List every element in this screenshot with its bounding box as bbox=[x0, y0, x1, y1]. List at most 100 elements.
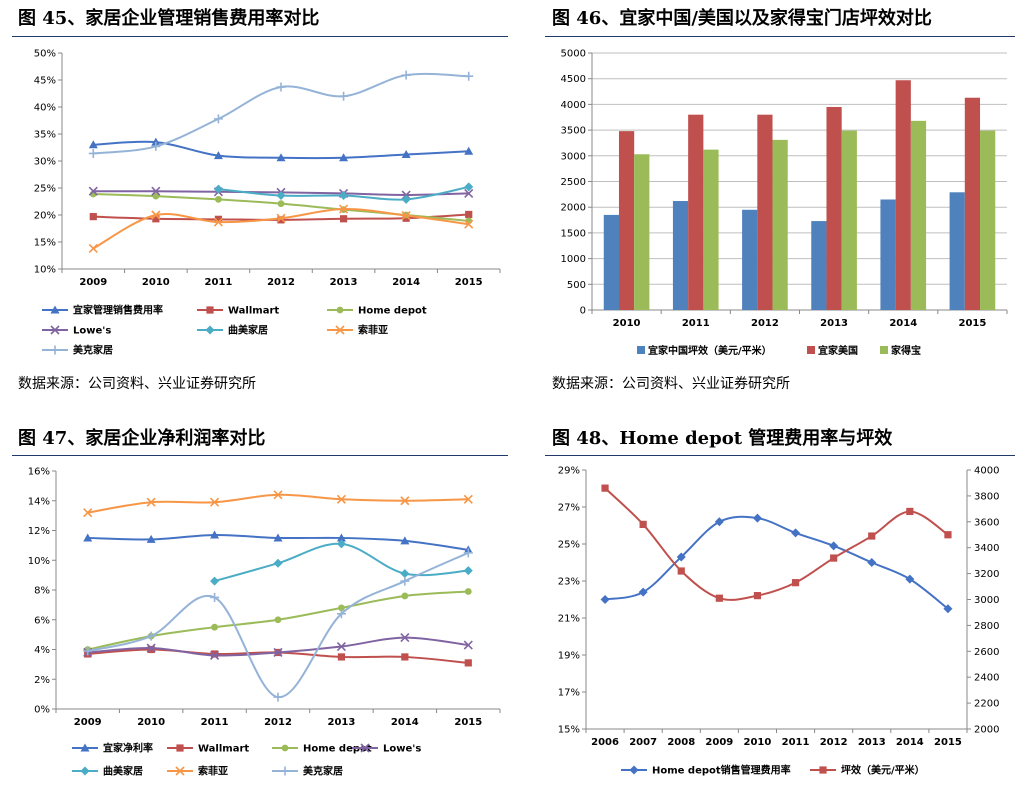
series-1-line bbox=[604, 487, 949, 601]
series-5-point bbox=[88, 243, 98, 254]
chart-fig46: 0 500 1000 1500 2000 2500 3000 3500 4000 4500 5000… bbox=[561, 49, 1008, 357]
series-0-point bbox=[752, 513, 762, 523]
series-5-point bbox=[336, 494, 346, 504]
series-5-line bbox=[87, 493, 469, 514]
y-tick-label: 3000 bbox=[561, 151, 586, 162]
series-4-point bbox=[336, 539, 346, 549]
series-5-point bbox=[339, 204, 349, 214]
series-5-point bbox=[463, 494, 473, 504]
y-tick-label: 2% bbox=[34, 675, 50, 686]
y-tick-label: 4000 bbox=[561, 100, 586, 111]
series-0-point bbox=[339, 153, 349, 162]
series-0-bar bbox=[672, 201, 689, 310]
y-tick-label: 35% bbox=[34, 130, 56, 141]
series-6-point bbox=[273, 692, 283, 702]
source-note-fig46: 数据来源：公司资料、兴业证券研究所 bbox=[552, 376, 790, 392]
series-1-bar bbox=[895, 80, 911, 310]
series-1-point bbox=[868, 532, 876, 540]
y-tick-label: 4500 bbox=[561, 74, 586, 85]
legend-label: 美克家居 bbox=[303, 765, 343, 778]
series-0-point bbox=[401, 150, 411, 159]
series-0-point bbox=[151, 137, 161, 146]
series-6-point bbox=[463, 548, 473, 558]
x-tick-label: 2010 bbox=[744, 737, 772, 748]
series-2-point bbox=[338, 604, 345, 612]
series-4-point bbox=[463, 566, 473, 576]
legend-swatch-marker bbox=[206, 306, 214, 314]
y-right-tick-label: 4000 bbox=[974, 466, 999, 477]
x-tick-label: 2012 bbox=[820, 737, 848, 748]
x-tick-label: 2010 bbox=[142, 277, 170, 288]
legend-swatch-marker bbox=[280, 766, 290, 776]
legend-swatch-marker bbox=[335, 325, 345, 335]
title-rule-fig45 bbox=[12, 36, 508, 37]
x-tick-label: 2012 bbox=[751, 318, 779, 329]
x-tick-label: 2009 bbox=[79, 277, 107, 288]
x-tick-label: 2008 bbox=[667, 737, 695, 748]
series-2-bar bbox=[634, 154, 650, 310]
legend-label: 坪效（美元/平米） bbox=[841, 764, 925, 777]
series-2-point bbox=[401, 592, 409, 600]
chart-fig47: 0% 2% 4% 6% 8% 10% 12% 14% 16% 2009 2010 2011 2012 20… bbox=[28, 467, 501, 778]
series-0-point bbox=[829, 541, 839, 551]
series-1-point bbox=[944, 531, 952, 539]
series-5-point bbox=[146, 497, 156, 507]
series-6-point bbox=[276, 82, 286, 92]
legend-swatch bbox=[807, 346, 815, 354]
y-tick-label: 10% bbox=[28, 556, 50, 567]
y-tick-label: 0 bbox=[580, 306, 586, 317]
series-0-bar bbox=[811, 221, 827, 310]
legend-swatch-marker bbox=[80, 743, 90, 752]
x-tick-label: 2011 bbox=[205, 277, 233, 288]
series-1-bar bbox=[618, 131, 635, 310]
panel-title-fig47: 图 47、家居企业净利润率对比 bbox=[18, 428, 266, 449]
series-2-bar bbox=[841, 130, 857, 310]
source-note-fig45: 数据来源：公司资料、兴业证券研究所 bbox=[18, 376, 256, 392]
y-right-tick-label: 3600 bbox=[974, 517, 999, 528]
legend-swatch-marker bbox=[175, 766, 185, 776]
series-4-point bbox=[464, 182, 474, 192]
series-0-line bbox=[604, 515, 949, 610]
legend-swatch-marker bbox=[629, 765, 639, 775]
series-0-point bbox=[791, 528, 801, 538]
y-tick-label: 12% bbox=[28, 526, 50, 537]
legend-swatch-marker bbox=[50, 345, 60, 355]
series-0-point bbox=[600, 595, 610, 604]
series-1-point bbox=[465, 210, 473, 219]
y-tick-label: 8% bbox=[34, 586, 50, 597]
series-3-point bbox=[273, 647, 283, 658]
legend-label: 索菲亚 bbox=[358, 324, 388, 337]
y-tick-label: 21% bbox=[558, 614, 580, 625]
legend-swatch-marker bbox=[281, 744, 289, 752]
series-0-point bbox=[464, 146, 474, 155]
x-tick-label: 2013 bbox=[328, 717, 356, 728]
series-1-bar bbox=[964, 97, 981, 310]
series-0-point bbox=[638, 587, 648, 597]
series-1-point bbox=[715, 594, 723, 602]
y-tick-label: 25% bbox=[34, 184, 56, 195]
y-tick-label: 17% bbox=[558, 688, 580, 699]
y-tick-label: 45% bbox=[34, 76, 56, 87]
series-0-point bbox=[213, 151, 223, 160]
series-6-point bbox=[146, 631, 156, 641]
series-1-point bbox=[677, 567, 685, 575]
series-5-point bbox=[276, 213, 286, 223]
series-1-point bbox=[339, 215, 348, 223]
y-tick-label: 50% bbox=[34, 49, 56, 60]
legend-swatch-marker bbox=[205, 325, 215, 335]
series-2-point bbox=[215, 195, 222, 203]
legend-label: 家得宝 bbox=[891, 344, 921, 357]
series-0-point bbox=[943, 604, 953, 614]
series-6-point bbox=[400, 576, 410, 586]
y-right-tick-label: 3200 bbox=[974, 569, 999, 580]
series-2-point bbox=[277, 200, 285, 208]
series-0-bar bbox=[603, 214, 619, 310]
y-tick-label: 3500 bbox=[561, 126, 586, 137]
series-4-point bbox=[273, 558, 283, 568]
series-2-point bbox=[152, 192, 160, 200]
y-tick-label: 2500 bbox=[561, 177, 586, 188]
series-2-bar bbox=[772, 139, 788, 310]
series-0-point bbox=[276, 153, 286, 162]
series-0-point bbox=[83, 533, 93, 542]
y-tick-label: 15% bbox=[558, 725, 580, 736]
